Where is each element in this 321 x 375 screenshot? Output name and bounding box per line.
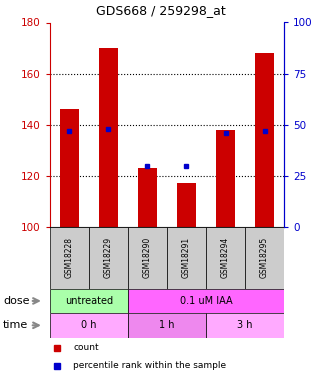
Text: GSM18294: GSM18294 [221, 237, 230, 278]
Bar [206, 313, 284, 338]
Bar [167, 227, 206, 289]
Text: percentile rank within the sample: percentile rank within the sample [73, 361, 226, 370]
Bar [50, 227, 89, 289]
Text: time: time [3, 320, 29, 330]
Bar [245, 227, 284, 289]
Text: 1 h: 1 h [159, 320, 175, 330]
Bar [50, 313, 128, 338]
Bar [59, 110, 79, 227]
Bar [206, 227, 245, 289]
Text: 0 h: 0 h [81, 320, 97, 330]
Bar [216, 130, 235, 227]
Bar [177, 183, 196, 227]
Bar [138, 168, 157, 227]
Bar [128, 227, 167, 289]
Bar [128, 289, 284, 313]
Text: dose: dose [3, 296, 30, 306]
Text: GSM18229: GSM18229 [104, 237, 113, 278]
Text: GSM18290: GSM18290 [143, 237, 152, 278]
Bar [255, 53, 274, 227]
Text: GSM18295: GSM18295 [260, 237, 269, 278]
Bar [99, 48, 118, 227]
Text: untreated: untreated [65, 296, 113, 306]
Bar [128, 313, 206, 338]
Text: GSM18291: GSM18291 [182, 237, 191, 278]
Text: GDS668 / 259298_at: GDS668 / 259298_at [96, 4, 225, 17]
Text: GSM18228: GSM18228 [65, 237, 74, 278]
Text: 0.1 uM IAA: 0.1 uM IAA [180, 296, 232, 306]
Text: count: count [73, 344, 99, 352]
Bar [50, 289, 128, 313]
Bar [89, 227, 128, 289]
Text: 3 h: 3 h [237, 320, 253, 330]
